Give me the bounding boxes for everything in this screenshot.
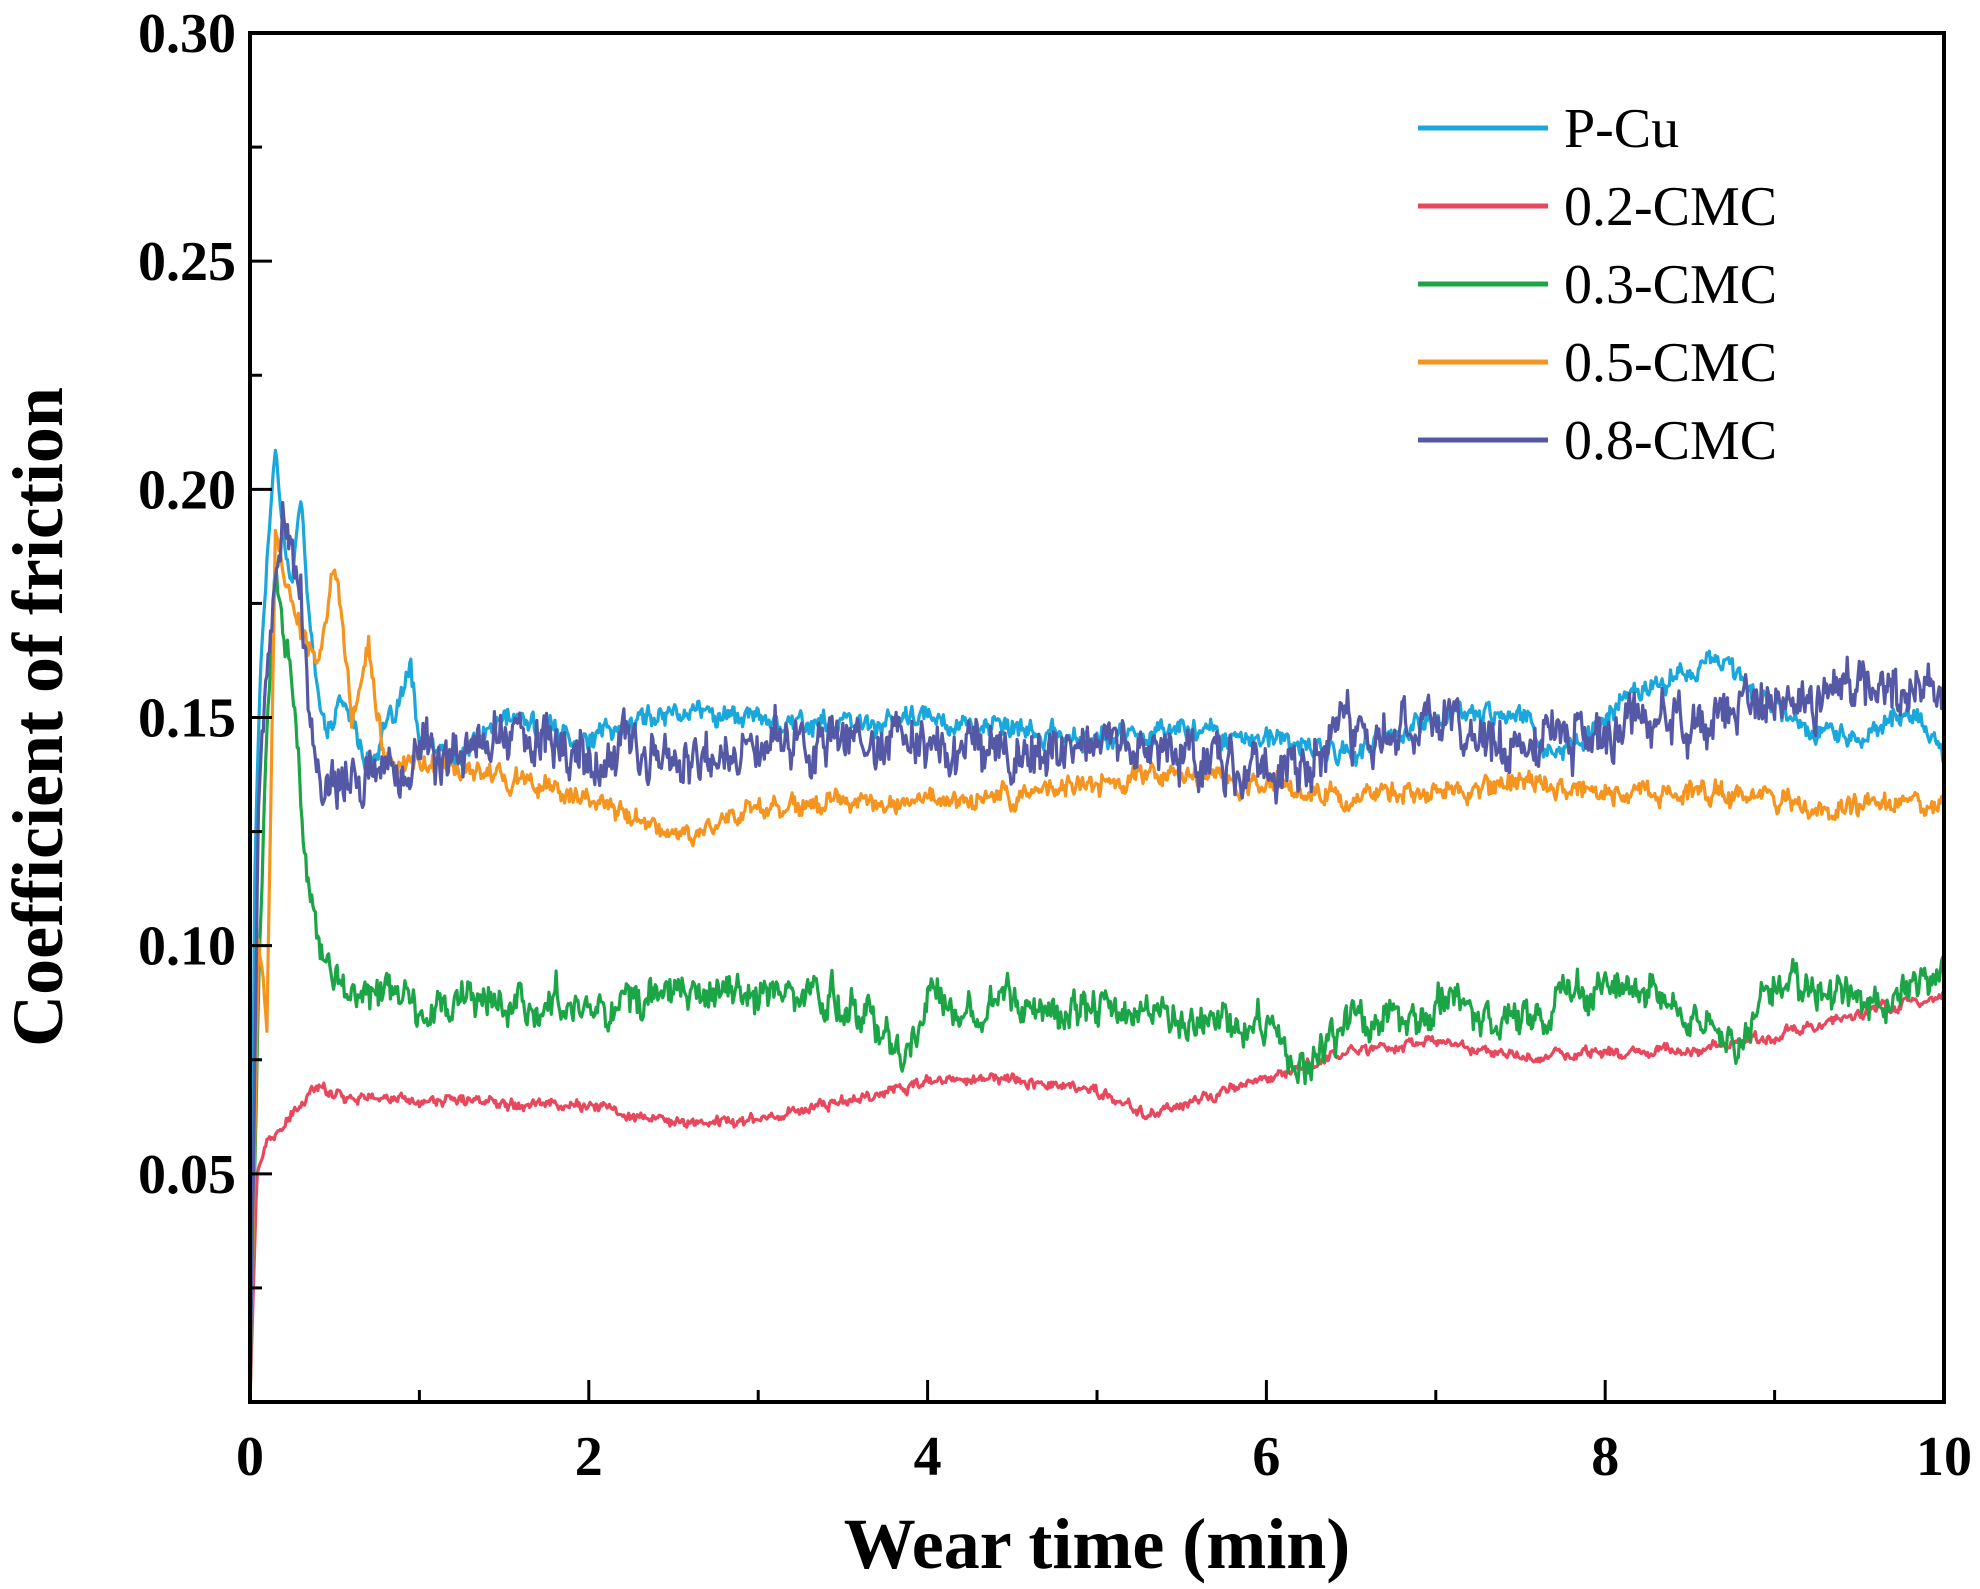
legend-label: 0.3-CMC xyxy=(1564,254,1777,316)
x-tick-label: 10 xyxy=(1916,1426,1972,1488)
legend: P-Cu 0.2-CMC 0.3-CMC 0.5-CMC 0.8-CMC xyxy=(1418,98,1777,472)
y-tick-label: 0.05 xyxy=(138,1144,236,1206)
legend-label: 0.8-CMC xyxy=(1564,410,1777,472)
series-line-0-2-cmc xyxy=(248,990,1945,1403)
ticks-layer: 0 2 4 6 8 10 0.05 0.10 0.15 0.20 0.25 0.30 xyxy=(138,3,1972,1488)
x-axis-title: Wear time (min) xyxy=(844,1504,1351,1584)
series-line-0-5-cmc xyxy=(248,528,1946,1403)
series-layer xyxy=(248,448,1946,1403)
y-axis-title: Coefficient of friction xyxy=(0,387,78,1047)
x-tick-label: 2 xyxy=(575,1426,603,1488)
y-tick-label: 0.25 xyxy=(138,231,236,293)
y-tick-label: 0.10 xyxy=(138,916,236,978)
x-tick-label: 4 xyxy=(914,1426,942,1488)
x-tick-label: 6 xyxy=(1252,1426,1280,1488)
y-tick-label: 0.15 xyxy=(138,688,236,750)
x-tick-label: 0 xyxy=(236,1426,264,1488)
legend-label: P-Cu xyxy=(1564,98,1679,160)
y-tick-label: 0.20 xyxy=(138,459,236,521)
y-tick-label: 0.30 xyxy=(138,3,236,65)
series-line-0-8-cmc xyxy=(248,501,1946,1403)
legend-label: 0.5-CMC xyxy=(1564,332,1777,394)
series-line-p-cu xyxy=(248,448,1946,1403)
legend-label: 0.2-CMC xyxy=(1564,176,1777,238)
series-line-0-3-cmc xyxy=(248,561,1946,1403)
x-tick-label: 8 xyxy=(1591,1426,1619,1488)
